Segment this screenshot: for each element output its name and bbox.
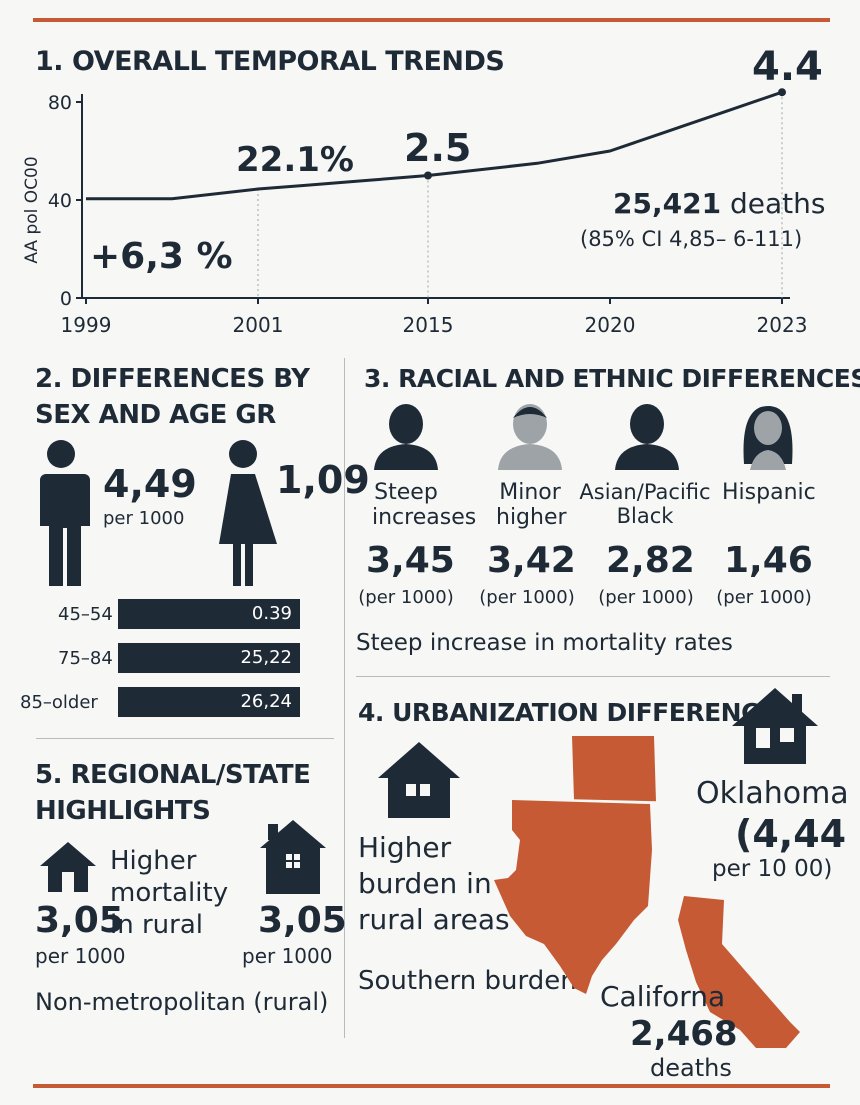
section3-footer: Steep increase in mortality rates: [356, 630, 733, 656]
trend-chart: 0 40 80 1999 2001 2015 2020 2023: [48, 88, 808, 337]
male-value: 4,49: [103, 462, 197, 506]
y-tick-label: 0: [60, 288, 72, 310]
male-person-icon: [38, 440, 90, 586]
label-2001: 22.1%: [236, 140, 354, 180]
rural-unit-right: per 1000: [242, 944, 333, 968]
person-long-hair-icon: [743, 406, 793, 470]
race-group-label: Minor higher: [496, 480, 567, 530]
oklahoma-value: (4,44: [735, 812, 847, 856]
x-tick-label: 2023: [757, 313, 808, 337]
race-label-line1: Steep: [374, 480, 438, 505]
burden-line3: rural areas: [358, 903, 510, 936]
rural-unit-left: per 1000: [35, 944, 126, 968]
building-icon: [260, 820, 326, 894]
section5-text-line2: mortality: [110, 878, 229, 908]
house-icon: [40, 842, 96, 892]
vertical-divider: [344, 358, 345, 1038]
section2-title-line2: SEX AND AGE GR: [35, 400, 276, 430]
age-bar-label: 45–54: [58, 604, 113, 625]
person-bust-icon: [374, 404, 438, 470]
person-bust-icon: [615, 404, 679, 470]
y-tick-label: 40: [48, 190, 72, 212]
bottom-rule: [33, 1084, 830, 1088]
race-unit: (per 1000): [479, 587, 575, 608]
label-2015: 2.5: [404, 126, 472, 170]
x-tick-label: 1999: [61, 313, 112, 337]
y-tick-label: 80: [48, 92, 72, 114]
female-value: 1,09: [276, 458, 370, 502]
oklahoma-unit: per 10 00): [712, 856, 833, 882]
y-axis-label: AA pol OC00: [22, 156, 42, 264]
section2-title-line1: 2. DIFFERENCES BY: [35, 364, 310, 394]
race-value: 1,46: [724, 540, 813, 581]
race-group-label: Hispanic: [722, 480, 816, 505]
right-horizontal-divider: [356, 676, 830, 677]
age-bar-label: 75–84: [58, 648, 113, 669]
race-label-line2: Black: [616, 504, 674, 528]
data-point: [424, 171, 432, 180]
section4-title: 4. URBANIZATION DIFFERENCE: [358, 698, 776, 727]
burden-line2: burden in: [358, 867, 492, 900]
deaths-word: deaths: [729, 187, 826, 220]
section5-title-line1: 5. REGIONAL/STATE: [35, 760, 311, 790]
section5-title-line2: HIGHLIGHTS: [35, 796, 211, 826]
race-value: 3,42: [487, 540, 576, 581]
race-unit: (per 1000): [716, 587, 812, 608]
house-icon: [732, 688, 818, 764]
section1-title: 1. OVERALL TEMPORAL TRENDS: [35, 46, 505, 77]
house-icon: [378, 742, 460, 818]
california-name: Californa: [600, 980, 726, 1013]
x-tick-label: 2015: [403, 313, 454, 337]
oklahoma-name: Oklahoma: [696, 776, 849, 811]
state-map-icon: [494, 736, 800, 1048]
race-label-line2: increases: [372, 505, 477, 530]
start-change-label: +6,3 %: [90, 236, 233, 277]
race-unit: (per 1000): [358, 587, 454, 608]
southern-burden: Southern burden: [358, 966, 577, 996]
label-2023: 4.4: [752, 44, 823, 90]
race-value: 2,82: [606, 540, 695, 581]
section5-text-line3: in rural: [110, 910, 203, 940]
race-label-line1: Minor: [499, 480, 561, 505]
race-label-line2: higher: [496, 505, 567, 530]
age-bar: 0.39: [118, 599, 300, 629]
race-value: 3,45: [366, 540, 455, 581]
left-horizontal-divider: [36, 738, 334, 739]
race-group-label: Asian/Pacific Black: [578, 480, 712, 528]
rural-value-left: 3,05: [35, 900, 124, 941]
female-person-icon: [219, 440, 277, 586]
burden-text: Higher burden in rural areas: [358, 830, 510, 938]
race-unit: (per 1000): [598, 587, 694, 608]
deaths-summary: 25,421 deaths: [613, 187, 825, 220]
section3-title: 3. RACIAL AND ETHNIC DIFFERENCES: [364, 364, 860, 393]
x-tick-label: 2001: [233, 313, 284, 337]
california-value: 2,468: [630, 1014, 738, 1054]
top-rule: [33, 18, 830, 22]
race-group-label: Steep increases: [372, 480, 477, 530]
data-point: [778, 88, 786, 97]
section5-text-line1: Higher: [110, 846, 197, 876]
section5-footer: Non-metropolitan (rural): [35, 988, 329, 1016]
deaths-value: 25,421: [613, 187, 722, 220]
section5-text: Higher mortality in rural: [110, 845, 228, 941]
y-axis-label-wrap: AA pol OC00: [22, 156, 42, 263]
california-unit: deaths: [650, 1054, 732, 1082]
race-label-line1: Asian/Pacific: [579, 480, 711, 504]
race-label-line1: Hispanic: [722, 480, 816, 505]
confidence-interval: (85% CI 4,85– 6-111): [580, 227, 803, 251]
x-tick-label: 2020: [585, 313, 636, 337]
age-bar-label: 85–older: [20, 692, 98, 713]
burden-line1: Higher: [358, 831, 452, 864]
person-bust-icon: [498, 404, 562, 470]
rural-value-right: 3,05: [258, 900, 347, 941]
age-bar: 26,24: [118, 687, 300, 717]
male-unit: per 1000: [103, 508, 185, 529]
age-bar: 25,22: [118, 643, 300, 673]
